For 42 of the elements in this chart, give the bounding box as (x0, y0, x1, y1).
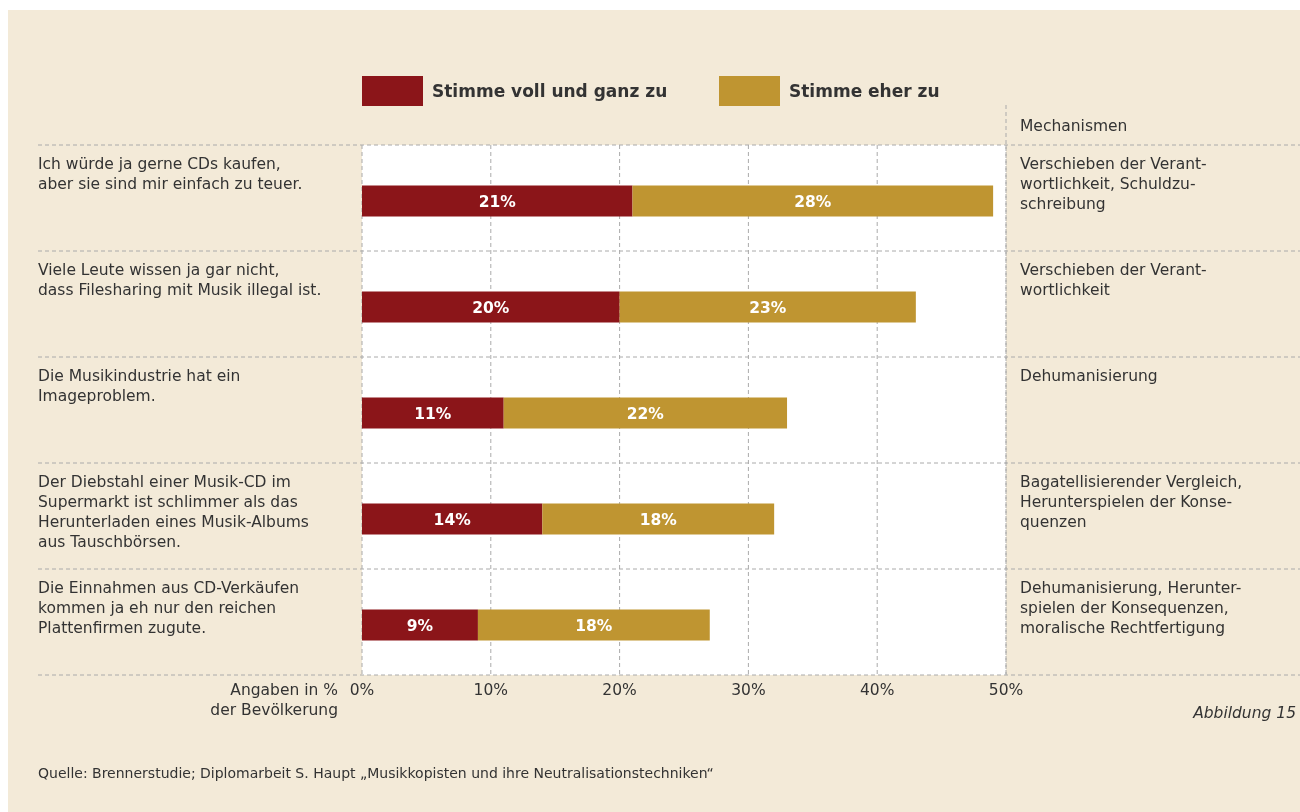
text: Angaben in % der Bevölkerung (210, 681, 338, 719)
bar (362, 503, 543, 535)
x-tick-label: 50% (988, 681, 1024, 699)
text: Mechanismen (1020, 117, 1128, 135)
data-label: 21% (478, 193, 517, 211)
legend-label: Stimme voll und ganz zu (432, 81, 668, 101)
x-tick-label: 10% (473, 681, 509, 699)
x-tick-label: 40% (859, 681, 895, 699)
data-label: 18% (639, 511, 678, 529)
data-label: 28% (794, 193, 832, 211)
data-label: 22% (626, 405, 665, 423)
y-tick-label: Ich würde ja gerne CDs kaufen, aber sie sind mir einfach zu teuer. (38, 155, 303, 193)
bar (503, 397, 788, 429)
legend-label: Stimme eher zu (789, 81, 940, 101)
data-label: 18% (575, 617, 613, 635)
x-tick-label: 30% (731, 681, 766, 699)
bar (362, 291, 620, 323)
bar (477, 609, 710, 641)
bar (619, 291, 916, 323)
text: Verschieben der Verant- wortlichkeit (1020, 261, 1207, 299)
source-note: Quelle: Brennerstudie; Diplomarbeit S. Haupt „Musikkopisten und ihre Neutralisationstechniken“ (38, 765, 714, 781)
bar (542, 503, 775, 535)
data-label: 20% (472, 299, 510, 317)
bar (632, 185, 994, 217)
data-label: 11% (414, 405, 452, 423)
text: Verschieben der Verant- wortlichkeit, Schuldzu- schreibung (1020, 155, 1207, 213)
x-tick-label: 20% (602, 681, 637, 699)
bar (362, 609, 478, 641)
text: Dehumanisierung, Herunter- spielen der Konsequenzen, moralische Rechtfertigung (1020, 579, 1242, 637)
text: Abbildung 15 (1192, 704, 1296, 722)
y-tick-label: Der Diebstahl einer Musik-CD im Supermarkt ist schlimmer als das Herunterladen eines Musik-Albums aus Tauschbörsen. (38, 473, 309, 551)
y-tick-label: Die Einnahmen aus CD-Verkäufen kommen ja eh nur den reichen Plattenfirmen zugute. (38, 579, 300, 637)
text: Bagatellisierender Vergleich, Herunterspielen der Konse- quenzen (1020, 473, 1243, 531)
bar (362, 397, 504, 429)
text: Dehumanisierung (1020, 367, 1158, 385)
y-tick-label: Viele Leute wissen ja gar nicht, dass Filesharing mit Musik illegal ist. (38, 261, 322, 299)
bar (362, 185, 633, 217)
data-label: 23% (749, 299, 787, 317)
data-label: 9% (406, 617, 434, 635)
data-label: 14% (433, 511, 472, 529)
x-tick-label: 0% (349, 681, 375, 699)
y-tick-label: Die Musikindustrie hat ein Imageproblem. (38, 367, 241, 405)
